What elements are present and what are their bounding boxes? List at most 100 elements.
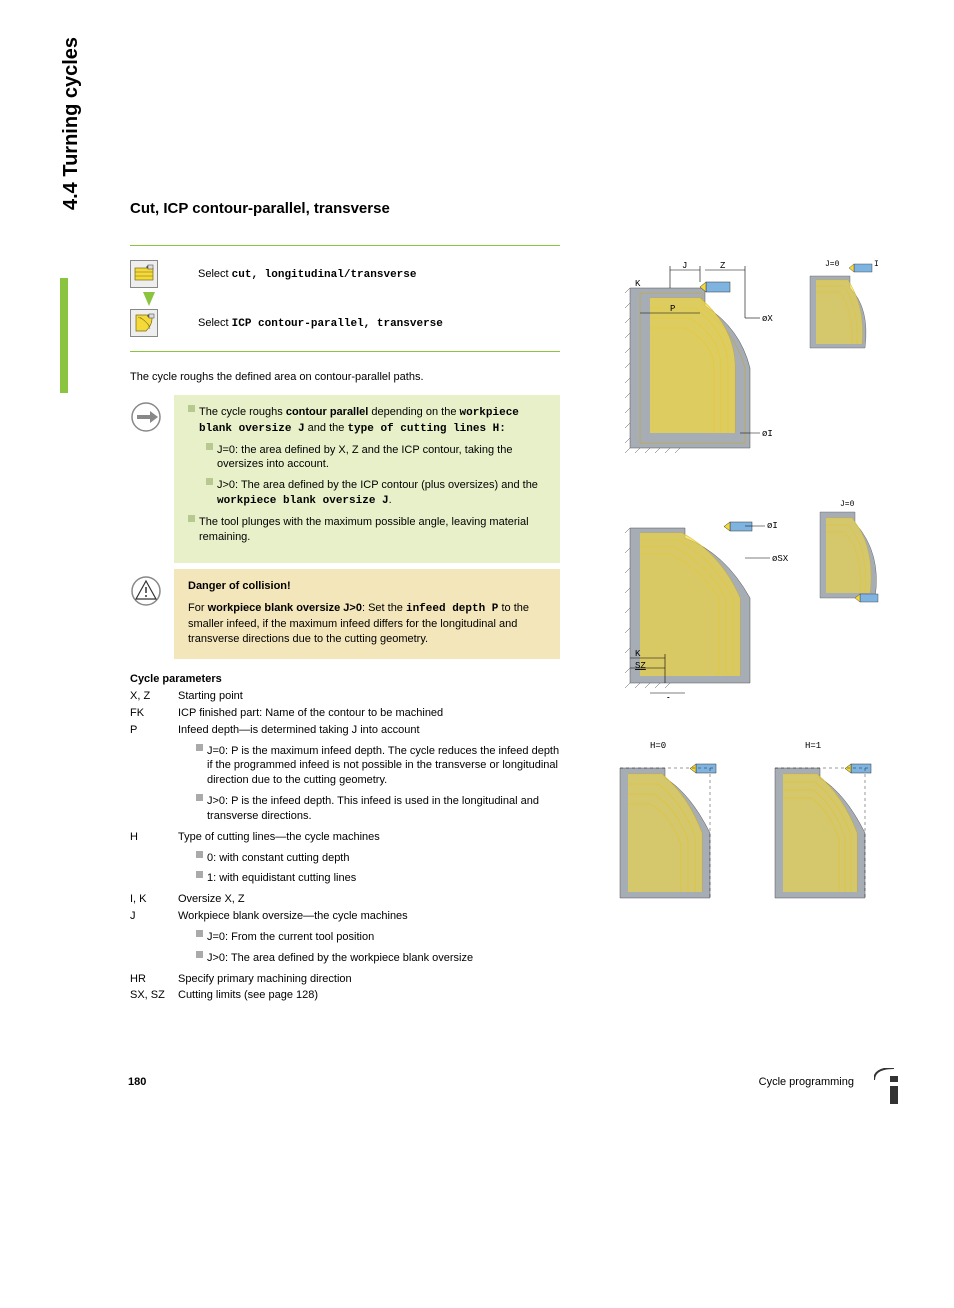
param-sym: FK [130, 706, 178, 721]
t: The cycle roughs [199, 406, 286, 418]
select-prefix: Select [198, 317, 232, 329]
param-desc: ICP finished part: Name of the contour t… [178, 706, 560, 721]
cycle-icon-icp-transverse [130, 309, 158, 337]
select-bold: ICP contour-parallel, transverse [232, 318, 443, 330]
param-sub-text: J=0: From the current tool position [207, 930, 560, 945]
label-SZ: SZ [635, 661, 646, 671]
param-sym: H [130, 830, 178, 845]
label-P: P [670, 304, 675, 314]
label-K: K [635, 279, 641, 289]
bullet-icon [206, 443, 213, 450]
param-row: PInfeed depth—is determined taking J int… [130, 723, 560, 738]
select-bold: cut, longitudinal/transverse [232, 269, 417, 281]
param-sub-text: 1: with equidistant cutting lines [207, 871, 560, 886]
figure-1: J Z K P øX øI J=0 I [610, 258, 900, 458]
page-number: 180 [128, 1076, 146, 1088]
cycle-icon-longitudinal [130, 260, 158, 288]
t: contour parallel [286, 406, 369, 418]
label-phiI: øI [767, 521, 778, 531]
param-row: HRSpecify primary machining direction [130, 972, 560, 987]
note-line: The cycle roughs contour parallel depend… [199, 405, 546, 437]
divider [130, 351, 560, 352]
figure-2: øI øSX K SZ J J=0 [610, 498, 900, 698]
label-phiX: øX [762, 314, 773, 324]
bullet-icon [196, 794, 203, 801]
param-row: SX, SZCutting limits (see page 128) [130, 988, 560, 1003]
label-phiSX: øSX [772, 554, 789, 564]
select-step-2-text: Select ICP contour-parallel, transverse [198, 317, 443, 330]
bullet-icon [196, 851, 203, 858]
t: type of cutting lines H: [347, 423, 505, 435]
divider [130, 245, 560, 246]
page-title: Cut, ICP contour-parallel, transverse [130, 200, 560, 217]
warning-box: Danger of collision! For workpiece blank… [174, 569, 560, 659]
param-row: I, KOversize X, Z [130, 892, 560, 907]
label-J0: J=0 [825, 260, 840, 269]
t: infeed depth P [406, 603, 498, 615]
select-prefix: Select [198, 268, 232, 280]
info-icon [874, 1068, 914, 1108]
side-accent [60, 278, 68, 393]
param-desc: Type of cutting lines—the cycle machines [178, 830, 560, 845]
warning-icon [130, 575, 162, 607]
figure-3: H=0 H=1 [610, 738, 900, 908]
t: workpiece blank oversize J [217, 495, 389, 507]
intro-text: The cycle roughs the defined area on con… [130, 370, 560, 385]
section-tab: 4.4 Turning cycles [60, 37, 83, 210]
t: depending on the [368, 406, 459, 418]
bullet-icon [206, 478, 213, 485]
param-sym: X, Z [130, 689, 178, 704]
param-row: X, ZStarting point [130, 689, 560, 704]
param-desc: Workpiece blank oversize—the cycle machi… [178, 909, 560, 924]
select-step-1-text: Select cut, longitudinal/transverse [198, 268, 416, 281]
param-sym: SX, SZ [130, 988, 178, 1003]
param-table: X, ZStarting point FKICP finished part: … [130, 689, 560, 1003]
label-Z: Z [720, 261, 726, 271]
bullet-icon [196, 744, 203, 751]
param-row: JWorkpiece blank oversize—the cycle mach… [130, 909, 560, 924]
t: workpiece blank oversize J>0 [208, 602, 362, 614]
label-J: J [665, 696, 670, 698]
label-H1: H=1 [805, 741, 821, 751]
select-step-2: Select ICP contour-parallel, transverse [130, 309, 560, 337]
note-line: The tool plunges with the maximum possib… [199, 515, 546, 545]
param-sym: P [130, 723, 178, 738]
label-phiI: øI [762, 429, 773, 439]
label-I: I [874, 260, 879, 269]
bullet-icon [188, 515, 195, 522]
bullet-icon [188, 405, 195, 412]
t: and the [305, 422, 348, 434]
param-sym: J [130, 909, 178, 924]
param-sym: I, K [130, 892, 178, 907]
note-sub: J=0: the area defined by X, Z and the IC… [217, 443, 546, 473]
note-box: The cycle roughs contour parallel depend… [174, 395, 560, 563]
label-K: K [635, 649, 641, 659]
t: . [389, 494, 392, 506]
footer-section: Cycle programming [759, 1076, 854, 1088]
arrow-note-icon [130, 401, 162, 433]
bullet-icon [196, 871, 203, 878]
label-J0: J=0 [840, 500, 855, 509]
param-desc: Oversize X, Z [178, 892, 560, 907]
t: For [188, 602, 208, 614]
param-desc: Specify primary machining direction [178, 972, 560, 987]
figures-column: J Z K P øX øI J=0 I [610, 258, 900, 948]
param-desc: Cutting limits (see page 128) [178, 988, 560, 1003]
param-sym: HR [130, 972, 178, 987]
param-desc: Starting point [178, 689, 560, 704]
params-heading: Cycle parameters [130, 673, 560, 685]
label-J: J [682, 261, 687, 271]
t: J>0: The area defined by the ICP contour… [217, 479, 538, 491]
param-row: FKICP finished part: Name of the contour… [130, 706, 560, 721]
param-sub-text: J=0: P is the maximum infeed depth. The … [207, 744, 560, 789]
param-sub-text: J>0: The area defined by the workpiece b… [207, 951, 560, 966]
param-sub-text: 0: with constant cutting depth [207, 851, 560, 866]
bullet-icon [196, 951, 203, 958]
label-H0: H=0 [650, 741, 666, 751]
note-sub: J>0: The area defined by the ICP contour… [217, 478, 546, 509]
select-step-1: Select cut, longitudinal/transverse [130, 260, 560, 288]
param-sub-text: J>0: P is the infeed depth. This infeed … [207, 794, 560, 824]
param-row: HType of cutting lines—the cycle machine… [130, 830, 560, 845]
warning-title: Danger of collision! [188, 579, 546, 594]
bullet-icon [196, 930, 203, 937]
